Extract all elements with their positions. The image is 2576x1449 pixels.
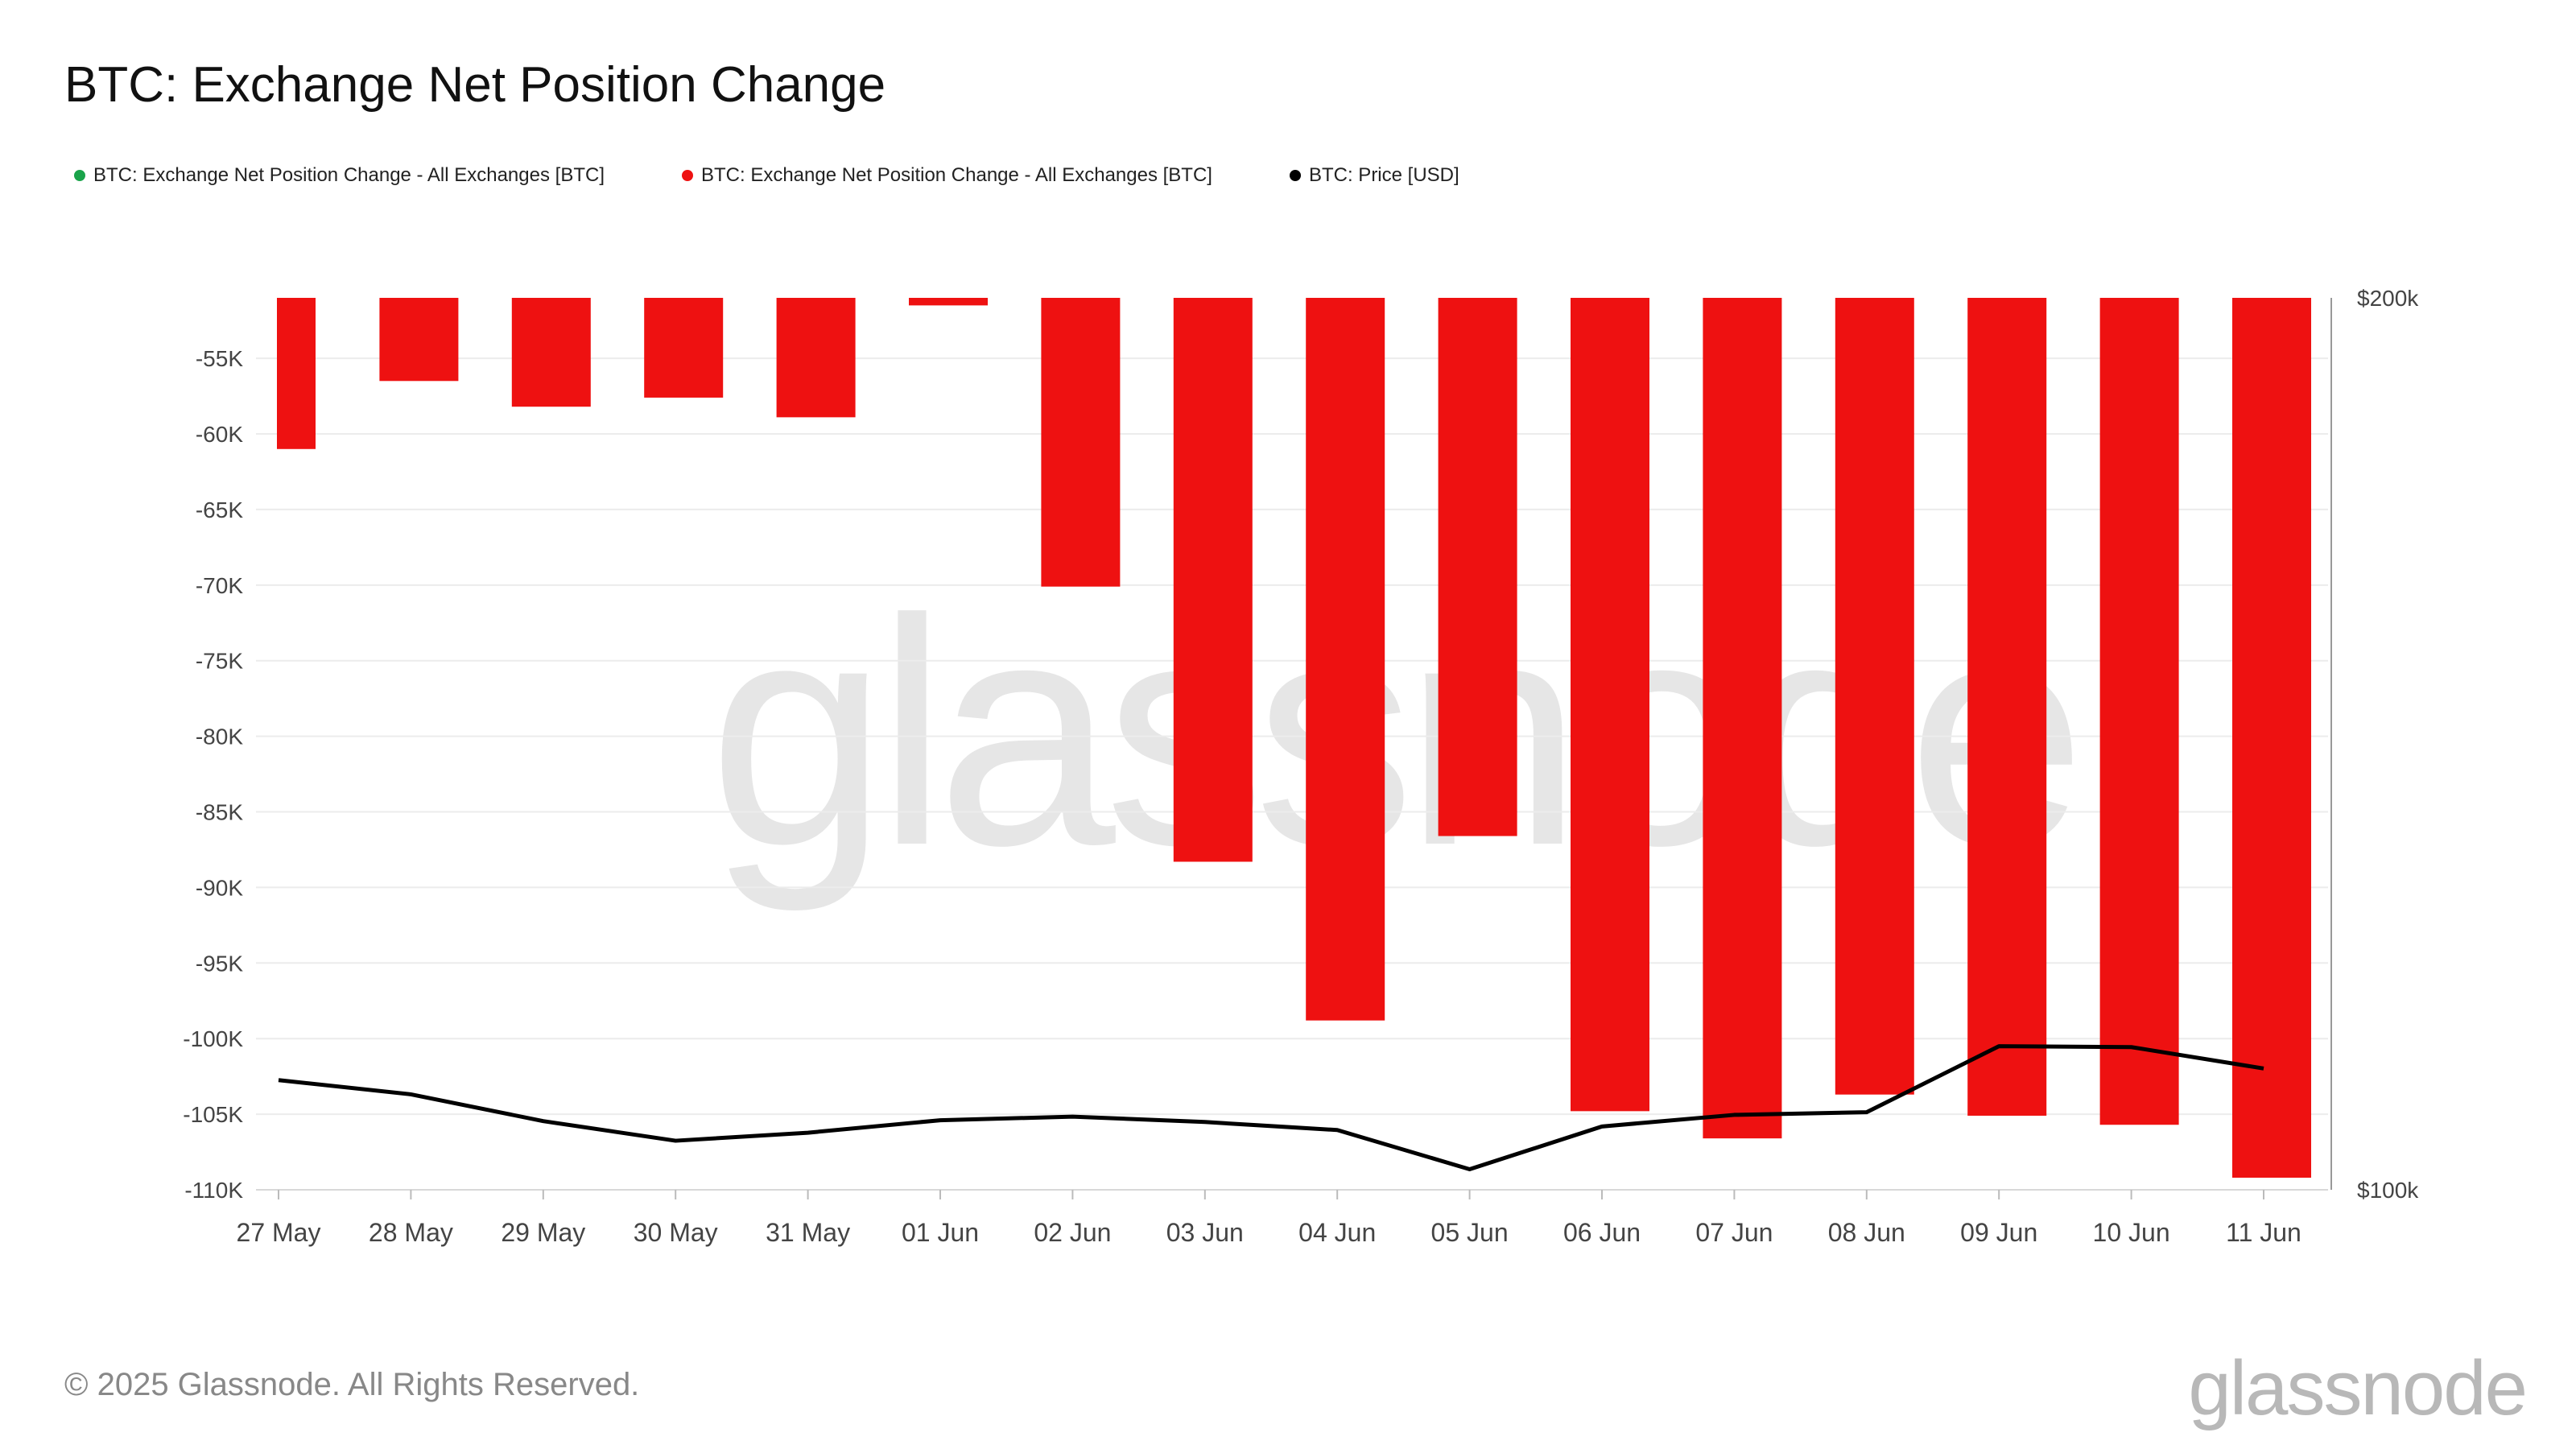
y-tick-label: -95K bbox=[196, 951, 243, 976]
legend-dot-icon bbox=[681, 170, 693, 181]
x-tick-label: 06 Jun bbox=[1563, 1218, 1641, 1247]
y-tick-label: -100K bbox=[183, 1026, 243, 1051]
x-tick-label: 08 Jun bbox=[1828, 1218, 1905, 1247]
copyright-text: © 2025 Glassnode. All Rights Reserved. bbox=[64, 1367, 640, 1402]
price-line bbox=[278, 1044, 2264, 1172]
y-tick-label: -90K bbox=[196, 875, 243, 900]
y2-tick-label: $200k bbox=[2357, 286, 2419, 311]
legend-item-inflow[interactable]: BTC: Exchange Net Position Change - All … bbox=[74, 164, 605, 187]
chart-title: BTC: Exchange Net Position Change bbox=[64, 57, 886, 113]
bar bbox=[1835, 298, 1914, 1095]
legend-label: BTC: Exchange Net Position Change - All … bbox=[93, 164, 605, 186]
y-tick-label: -65K bbox=[196, 497, 243, 522]
legend-item-price[interactable]: BTC: Price [USD] bbox=[1289, 164, 1459, 187]
bar bbox=[1571, 298, 1649, 1112]
bar bbox=[1703, 298, 1782, 1139]
x-tick-label: 28 May bbox=[369, 1218, 453, 1247]
x-tick-label: 04 Jun bbox=[1298, 1218, 1376, 1247]
y-tick-label: -55K bbox=[196, 346, 243, 371]
bar bbox=[277, 298, 316, 449]
bar bbox=[644, 298, 724, 398]
bar bbox=[1173, 298, 1253, 862]
y-tick-label: -85K bbox=[196, 800, 243, 825]
bar bbox=[511, 298, 591, 407]
bar bbox=[909, 298, 988, 306]
x-tick-label: 05 Jun bbox=[1431, 1218, 1509, 1247]
legend: BTC: Exchange Net Position Change - All … bbox=[74, 164, 1537, 187]
y-tick-label: -75K bbox=[196, 649, 243, 674]
x-tick-label: 31 May bbox=[766, 1218, 850, 1247]
x-tick-label: 30 May bbox=[634, 1218, 718, 1247]
bar bbox=[1967, 298, 2047, 1116]
y-tick-label: -110K bbox=[184, 1178, 243, 1203]
x-tick-label: 02 Jun bbox=[1034, 1218, 1111, 1247]
x-tick-label: 01 Jun bbox=[902, 1218, 979, 1247]
legend-dot-icon bbox=[74, 170, 85, 181]
y-tick-label: -60K bbox=[196, 422, 243, 447]
x-tick-label: 10 Jun bbox=[2093, 1218, 2170, 1247]
x-tick-label: 03 Jun bbox=[1166, 1218, 1244, 1247]
bar bbox=[2232, 298, 2311, 1178]
bar bbox=[776, 298, 856, 418]
bar bbox=[1041, 298, 1121, 587]
y-tick-label: -105K bbox=[183, 1102, 243, 1127]
bar bbox=[2099, 298, 2179, 1125]
x-tick-label: 29 May bbox=[501, 1218, 585, 1247]
y2-tick-label: $100k bbox=[2357, 1178, 2419, 1203]
x-tick-label: 09 Jun bbox=[1960, 1218, 2037, 1247]
legend-item-outflow[interactable]: BTC: Exchange Net Position Change - All … bbox=[681, 164, 1212, 187]
bar bbox=[379, 298, 459, 382]
x-tick-label: 27 May bbox=[237, 1218, 321, 1247]
legend-dot-icon bbox=[1289, 170, 1301, 181]
y-tick-label: -80K bbox=[196, 724, 243, 749]
bar bbox=[1438, 298, 1517, 836]
bar bbox=[1306, 298, 1385, 1021]
legend-label: BTC: Exchange Net Position Change - All … bbox=[700, 164, 1212, 186]
x-tick-label: 11 Jun bbox=[2226, 1218, 2301, 1247]
x-tick-label: 07 Jun bbox=[1695, 1218, 1773, 1247]
y-tick-label: -70K bbox=[196, 573, 243, 598]
brand-logo: glassnode bbox=[2188, 1345, 2528, 1431]
legend-label: BTC: Price [USD] bbox=[1308, 164, 1459, 186]
